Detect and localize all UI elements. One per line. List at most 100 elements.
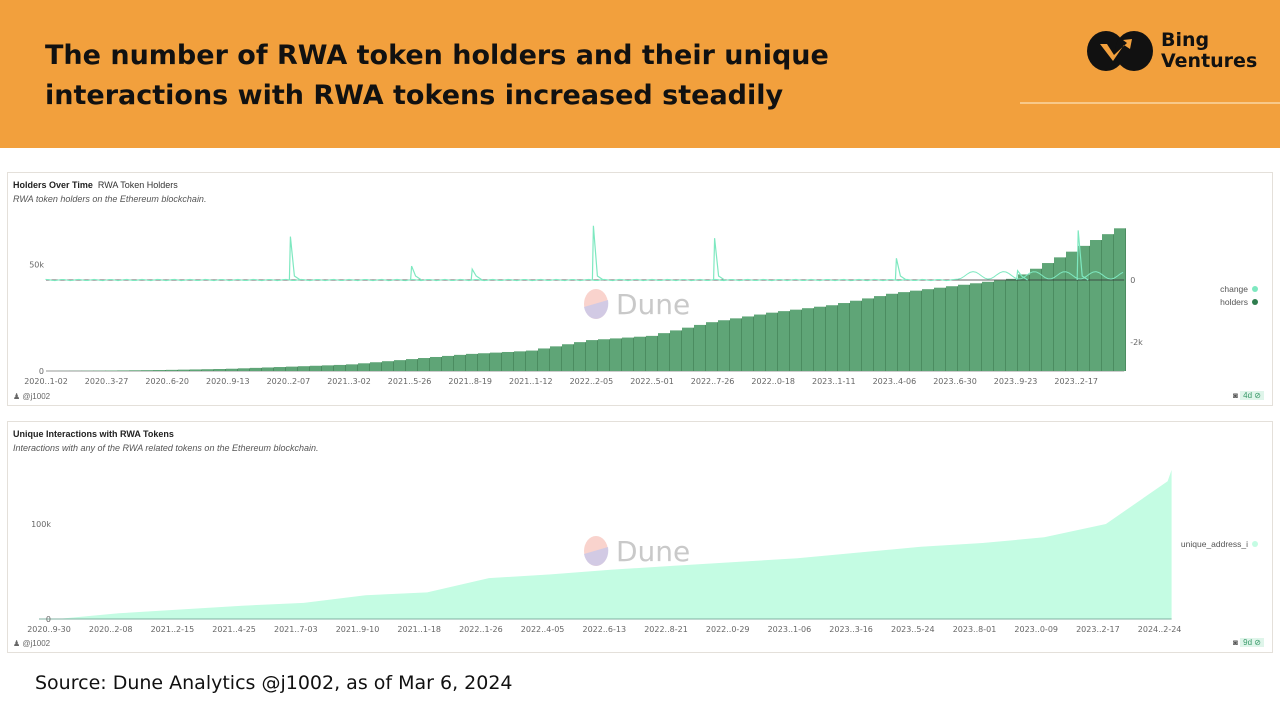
x-tick-label: 2021..5-26 xyxy=(388,377,432,386)
change-spike xyxy=(1076,230,1089,281)
holders-bar xyxy=(370,362,381,371)
holders-bar-edge xyxy=(237,368,238,371)
holders-bar-edge xyxy=(669,333,670,371)
holders-bar-edge xyxy=(189,369,190,371)
holders-bar xyxy=(310,365,321,371)
holders-chart: 0 50k 0 -2k 2020..1-02 2020..3-27 2020..6-20 20… xyxy=(24,225,1143,386)
holders-bar xyxy=(874,296,885,371)
holders-bar xyxy=(634,336,645,371)
holders-bar xyxy=(214,369,225,371)
holders-bar xyxy=(502,351,513,371)
x-tick-label: 2021..9-10 xyxy=(336,625,380,634)
holders-bar xyxy=(850,300,861,371)
holders-bar xyxy=(550,346,561,371)
x-tick-label: 2021..4-25 xyxy=(212,625,256,634)
source-note: Source: Dune Analytics @j1002, as of Mar… xyxy=(35,672,513,694)
holders-bar-edge xyxy=(513,351,514,371)
holders-bar xyxy=(922,289,933,371)
holders-bar xyxy=(766,312,777,371)
author[interactable]: ♟ @j1002 xyxy=(13,639,51,648)
holders-bar xyxy=(514,351,525,371)
holders-bar xyxy=(418,358,429,371)
holders-bar-edge xyxy=(981,283,982,371)
change-spike xyxy=(1016,269,1028,281)
camera-icon[interactable]: ◙ xyxy=(1233,391,1238,400)
holders-bar xyxy=(130,370,141,371)
holders-bar-edge xyxy=(525,351,526,371)
holders-bar-edge xyxy=(129,370,130,371)
holders-bar xyxy=(1030,268,1041,371)
holders-bar xyxy=(946,286,957,371)
holders-bar-edge xyxy=(885,296,886,371)
holders-bar xyxy=(730,318,741,371)
holders-bar-edge xyxy=(393,361,394,371)
chart-title: Holders Over Time xyxy=(13,180,93,190)
holders-bar-edge xyxy=(585,342,586,371)
holders-bar xyxy=(490,352,501,371)
holders-bar-edge xyxy=(153,370,154,371)
change-spike xyxy=(470,267,483,281)
refresh-badge[interactable]: 4d ⊘ xyxy=(1240,391,1264,400)
holders-bar-edge xyxy=(465,354,466,371)
x-tick-label: 2022..0-18 xyxy=(751,377,795,386)
holders-bar-edge xyxy=(681,330,682,371)
holders-bar xyxy=(1090,240,1101,371)
holders-bar-edge xyxy=(657,335,658,371)
x-tick-label: 2023..2-17 xyxy=(1076,625,1120,634)
holders-bar-edge xyxy=(897,293,898,371)
x-tick-label: 2022..7-26 xyxy=(691,377,735,386)
chart-description: Interactions with any of the RWA related… xyxy=(13,443,319,453)
holders-bar-edge xyxy=(1089,245,1090,371)
refresh-badge[interactable]: 9d ⊘ xyxy=(1240,638,1264,647)
x-tick-label: 2022..2-05 xyxy=(570,377,614,386)
holders-bar-edge xyxy=(165,370,166,371)
holders-bar xyxy=(142,370,153,371)
holders-bar-edge xyxy=(609,339,610,371)
legend-item-unique-address[interactable]: unique_address_i xyxy=(1181,539,1258,549)
holders-bar-edge xyxy=(441,356,442,371)
holders-bar-edge xyxy=(753,316,754,371)
holders-bar-edge xyxy=(1125,228,1126,371)
holders-bar-edge xyxy=(633,337,634,371)
holders-bar-edge xyxy=(597,340,598,371)
holders-bar xyxy=(118,370,129,371)
x-tick-label: 2024..2-24 xyxy=(1138,625,1182,634)
x-tick-label: 2023..5-24 xyxy=(891,625,935,634)
holders-bar xyxy=(778,311,789,371)
author[interactable]: ♟ @j1002 xyxy=(13,392,51,401)
y2-tick-label: -2k xyxy=(1130,338,1143,347)
holders-bar xyxy=(238,368,249,371)
holders-bar xyxy=(298,366,309,371)
x-tick-label: 2023..4-06 xyxy=(873,377,917,386)
legend-item-holders[interactable]: holders xyxy=(1220,297,1258,307)
x-tick-label: 2023..9-23 xyxy=(994,377,1038,386)
holders-bar xyxy=(610,338,621,371)
holders-bar-edge xyxy=(453,355,454,371)
holders-bar-edge xyxy=(837,305,838,371)
holders-bar-edge xyxy=(741,318,742,371)
y-tick-label: 50k xyxy=(29,261,44,270)
camera-icon[interactable]: ◙ xyxy=(1233,638,1238,647)
change-spike xyxy=(591,225,604,281)
holders-bar-edge xyxy=(201,369,202,371)
holders-bar xyxy=(982,281,993,371)
holders-bar-edge xyxy=(225,369,226,371)
chart-subtitle: RWA Token Holders xyxy=(97,180,178,190)
holders-bar-edge xyxy=(177,369,178,371)
holders-bar xyxy=(262,367,273,371)
holders-bar xyxy=(742,316,753,371)
holders-bar-edge xyxy=(357,364,358,371)
holders-bar xyxy=(346,364,357,371)
x-tick-label: 2021..1-18 xyxy=(397,625,441,634)
change-spike xyxy=(288,236,301,281)
change-spike xyxy=(713,238,725,281)
holders-bar-edge xyxy=(429,358,430,371)
legend-item-change[interactable]: change xyxy=(1220,284,1258,294)
holders-bar-edge xyxy=(1017,278,1018,371)
holders-bar xyxy=(994,280,1005,371)
y-tick-label: 100k xyxy=(31,520,51,529)
holders-bar xyxy=(670,330,681,371)
holders-bar-edge xyxy=(645,336,646,371)
holders-bar xyxy=(538,348,549,371)
x-tick-label: 2020..9-30 xyxy=(27,625,71,634)
